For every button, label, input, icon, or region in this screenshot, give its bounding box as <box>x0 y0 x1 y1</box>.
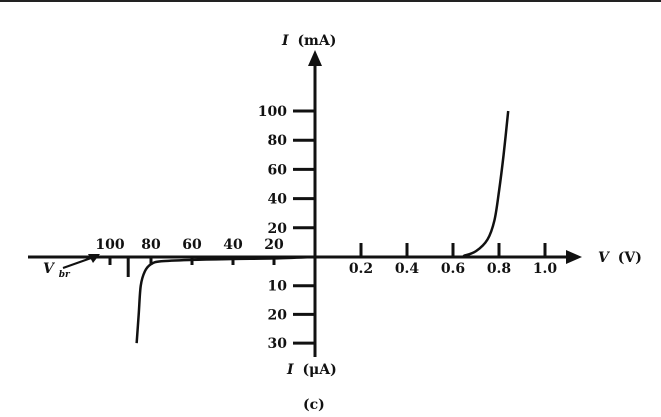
y-axis-lower-title: I (μA) <box>286 362 337 378</box>
y-tick-label-forward: 60 <box>268 162 288 178</box>
x-tick-label-forward: 0.4 <box>395 261 420 277</box>
breakdown-arrowhead <box>88 254 100 263</box>
y-axis-lower-title-symbol: I <box>286 362 294 378</box>
forward-curve <box>314 110 510 259</box>
y-tick-label-forward: 20 <box>268 221 288 237</box>
y-tick-label-reverse: 20 <box>268 307 288 323</box>
breakdown-label: V br <box>43 261 71 280</box>
x-tick-label-forward: 0.8 <box>487 261 511 277</box>
y-axis-arrowhead <box>308 50 322 66</box>
curve-group <box>135 110 510 344</box>
reverse-curve <box>135 255 316 344</box>
breakdown-label-symbol: V <box>43 261 56 277</box>
y-axis-upper-title-symbol: I <box>281 33 289 49</box>
y-tick-label-forward: 80 <box>268 133 288 149</box>
y-tick-label-forward: 100 <box>258 104 287 120</box>
breakdown-arrow-line <box>62 256 95 269</box>
y-axis-upper-title: I (mA) <box>281 33 336 49</box>
y-axis-lower-title-unit: (μA) <box>302 362 336 378</box>
x-axis-right-title-symbol: V <box>598 250 611 266</box>
y-tick-label-forward: 40 <box>268 192 288 208</box>
x-axis-right-title-unit: (V) <box>618 250 642 266</box>
x-tick-label-forward: 1.0 <box>533 261 558 277</box>
x-tick-label-reverse: 60 <box>182 237 202 253</box>
x-tick-label-reverse: 20 <box>264 237 284 253</box>
y-tick-label-reverse: 30 <box>268 336 288 352</box>
y-axis-upper-title-unit: (mA) <box>297 33 336 49</box>
x-tick-label-forward: 0.2 <box>349 261 373 277</box>
x-tick-label-forward: 0.6 <box>441 261 465 277</box>
x-tick-label-reverse: 40 <box>223 237 243 253</box>
y-tick-label-reverse: 10 <box>268 279 288 295</box>
x-axis-arrowhead <box>566 250 582 264</box>
x-tick-label-reverse: 100 <box>95 237 124 253</box>
chart-caption: (c) <box>303 397 325 413</box>
x-axis-right-title: V (V) <box>598 250 642 266</box>
x-tick-label-reverse: 80 <box>141 237 161 253</box>
breakdown-label-subscript: br <box>59 270 71 280</box>
